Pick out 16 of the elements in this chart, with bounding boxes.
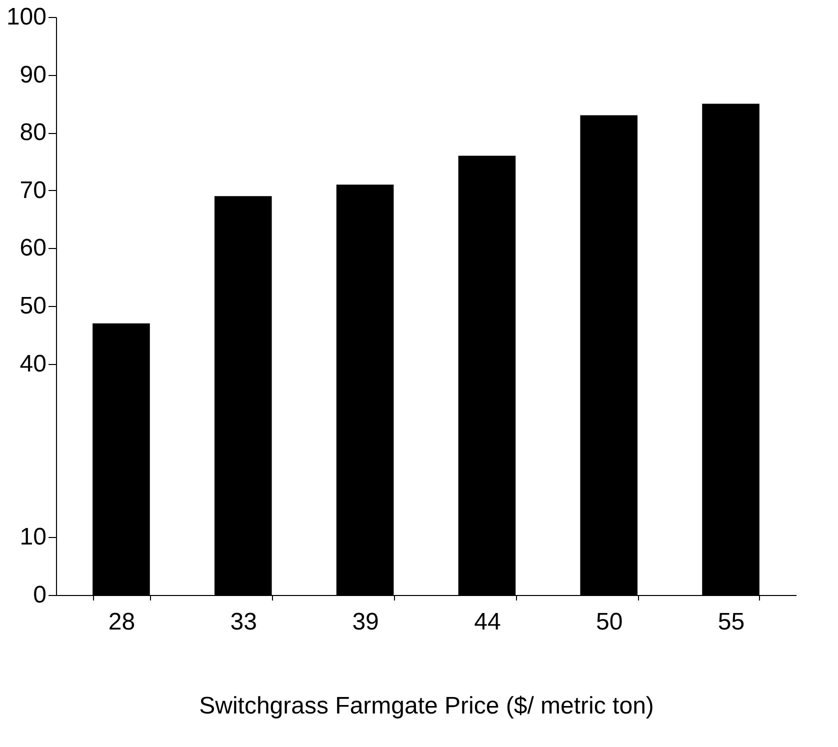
x-tick-label: 44 [474, 608, 501, 636]
y-tick-label: 90 [20, 61, 46, 88]
y-tick-label: 70 [20, 176, 46, 204]
x-tick-label: 55 [718, 608, 745, 636]
x-tick-label: 28 [108, 608, 136, 636]
x-tick-label: 50 [596, 608, 623, 636]
y-tick-label: 60 [20, 234, 46, 262]
y-tick-label: 80 [20, 119, 46, 146]
y-tick-label: 0 [33, 582, 46, 608]
x-axis-title: Switchgrass Farmgate Price ($/ metric ton) [199, 692, 654, 720]
x-tick-label: 33 [230, 608, 257, 636]
y-tick-label: 40 [20, 350, 46, 378]
y-tick-label: 10 [20, 524, 46, 551]
y-tick-label: 50 [20, 292, 46, 320]
x-tick-label: 39 [352, 608, 379, 636]
y-tick-label: 100 [6, 4, 46, 30]
